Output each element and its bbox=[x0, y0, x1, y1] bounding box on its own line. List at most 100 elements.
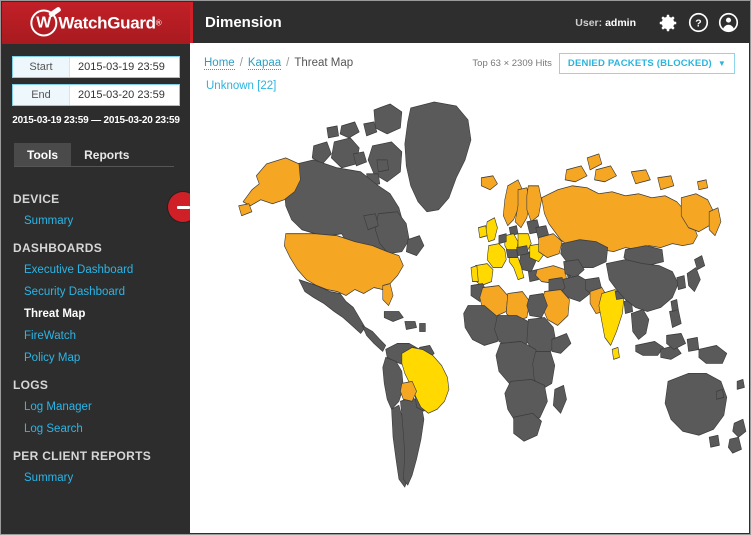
map-country[interactable]: Russia bbox=[541, 185, 698, 253]
map-country[interactable]: Novaya bbox=[586, 153, 603, 171]
map-country[interactable]: Arctic sm4 bbox=[353, 151, 367, 167]
breadcrumb-home[interactable]: Home bbox=[204, 56, 235, 70]
threat-map[interactable]: GreenlandEllesmereBaffinVictoria IsBanks… bbox=[190, 94, 749, 533]
map-country[interactable]: Alaska bbox=[242, 157, 301, 207]
end-date-value[interactable]: 2015-03-20 23:59 bbox=[70, 85, 179, 105]
map-country[interactable]: Japan bbox=[686, 267, 701, 292]
map-country[interactable]: Libya bbox=[505, 291, 531, 322]
map-country[interactable]: Arctic sm3 bbox=[326, 125, 339, 139]
map-country[interactable]: Russia-n2 bbox=[594, 165, 617, 183]
map-country[interactable]: USA bbox=[283, 233, 404, 296]
map-country[interactable]: Hispaniola bbox=[404, 321, 417, 330]
map-country[interactable]: Borneo bbox=[666, 333, 686, 350]
map-country[interactable]: Portugal bbox=[470, 265, 479, 282]
map-country[interactable]: Wrangel bbox=[697, 179, 708, 191]
map-country[interactable]: Sulawesi bbox=[686, 337, 700, 352]
map-country[interactable]: Taiwan bbox=[670, 299, 679, 312]
map-country[interactable]: Arctic sm5 bbox=[376, 159, 389, 173]
sidebar-item-log-manager[interactable]: Log Manager bbox=[24, 401, 92, 413]
map-country[interactable]: China bbox=[605, 259, 679, 312]
map-country[interactable]: Brazil bbox=[401, 347, 450, 414]
start-date-value[interactable]: 2015-03-19 23:59 bbox=[70, 57, 179, 77]
sidebar-item-executive-dashboard[interactable]: Executive Dashboard bbox=[24, 264, 134, 276]
map-country[interactable]: NZ-n bbox=[732, 418, 747, 438]
map-country[interactable]: Ukraine bbox=[538, 233, 563, 259]
map-country[interactable]: NewGuinea bbox=[698, 345, 728, 364]
map-country[interactable]: EastAfrica bbox=[532, 351, 556, 390]
map-country[interactable]: Madagascar bbox=[553, 384, 567, 414]
map-country[interactable]: Mexico bbox=[298, 279, 366, 334]
map-country[interactable]: Philippines bbox=[669, 309, 682, 328]
map-country[interactable]: Labrador-lk bbox=[363, 213, 379, 231]
map-country[interactable]: Tasmania bbox=[708, 434, 720, 448]
unknown-count-link[interactable]: Unknown [22] bbox=[206, 80, 277, 92]
map-country[interactable]: Ellesmere bbox=[373, 103, 403, 135]
map-country[interactable]: Benelux bbox=[498, 233, 507, 245]
map-country[interactable]: Aleutian bbox=[238, 203, 253, 217]
end-date-field[interactable]: End 2015-03-20 23:59 bbox=[12, 84, 180, 106]
map-country[interactable]: Victoria Is bbox=[330, 137, 360, 169]
map-country[interactable]: HornOfAfrica bbox=[551, 333, 572, 354]
map-country[interactable]: Cuba bbox=[383, 311, 404, 322]
map-country[interactable]: Russia-n3 bbox=[630, 169, 651, 185]
map-country[interactable]: Russia-n1 bbox=[564, 165, 588, 183]
sidebar-item-device-summary[interactable]: Summary bbox=[24, 215, 74, 227]
map-country[interactable]: Kamchatka bbox=[708, 207, 722, 237]
map-country[interactable]: SouthAfrica bbox=[513, 412, 542, 442]
map-country[interactable]: Iceland bbox=[480, 175, 498, 191]
map-country[interactable]: Arctic sm1 bbox=[339, 121, 360, 139]
map-country[interactable]: Egypt bbox=[526, 293, 548, 318]
map-country[interactable]: Russia-n4 bbox=[657, 175, 675, 191]
map-country[interactable]: Mongolia bbox=[623, 245, 664, 267]
end-date-label: End bbox=[13, 85, 70, 105]
map-country[interactable]: Canada-E bbox=[375, 211, 410, 255]
map-country[interactable]: Arctic sm2 bbox=[363, 121, 378, 137]
map-country[interactable]: Alps-CH-AT bbox=[505, 249, 519, 259]
sidebar-item-threat-map[interactable]: Threat Map bbox=[24, 308, 86, 320]
map-country[interactable]: Ireland bbox=[478, 225, 488, 239]
map-country[interactable]: SriLanka bbox=[611, 347, 620, 360]
sidebar-item-policy-map[interactable]: Policy Map bbox=[24, 352, 81, 364]
map-country[interactable]: Bolivia bbox=[400, 380, 417, 402]
filter-dropdown-button[interactable]: DENIED PACKETS (BLOCKED) ▼ bbox=[558, 52, 735, 74]
watchguard-logo[interactable]: W WatchGuard ® bbox=[30, 6, 162, 37]
world-map-svg[interactable]: GreenlandEllesmereBaffinVictoria IsBanks… bbox=[190, 94, 749, 533]
sidebar-item-firewatch[interactable]: FireWatch bbox=[24, 330, 76, 342]
map-country[interactable]: Norway bbox=[503, 179, 523, 227]
breadcrumb-kapaa[interactable]: Kapaa bbox=[247, 56, 282, 70]
map-country[interactable]: Greenland bbox=[404, 101, 472, 213]
map-country[interactable]: Argentina bbox=[400, 396, 425, 486]
map-country[interactable]: Uzbek-Turkm bbox=[563, 259, 585, 278]
map-country[interactable]: UK bbox=[485, 217, 498, 243]
sidebar-item-per-client-summary[interactable]: Summary bbox=[24, 472, 74, 484]
tab-reports[interactable]: Reports bbox=[84, 148, 130, 162]
map-country[interactable]: Finland bbox=[526, 185, 542, 223]
sidebar-collapse-button[interactable] bbox=[168, 192, 190, 222]
map-country[interactable]: SE Asia bbox=[630, 309, 650, 340]
map-country[interactable]: France bbox=[486, 243, 507, 269]
map-country[interactable]: WestAfrica bbox=[463, 305, 503, 346]
account-icon[interactable] bbox=[718, 12, 739, 33]
map-country[interactable]: CentralAm bbox=[361, 325, 386, 352]
map-country[interactable]: Banks Is bbox=[311, 141, 332, 165]
map-country[interactable]: Peru-Ecuador bbox=[382, 357, 404, 410]
sidebar-item-security-dashboard[interactable]: Security Dashboard bbox=[24, 286, 125, 298]
map-country[interactable]: NZ-s bbox=[727, 436, 742, 454]
start-date-field[interactable]: Start 2015-03-19 23:59 bbox=[12, 56, 180, 78]
map-country[interactable]: Czech-Hun bbox=[516, 245, 529, 257]
map-country[interactable]: Florida bbox=[382, 283, 394, 306]
sidebar-item-log-search[interactable]: Log Search bbox=[24, 423, 83, 435]
help-icon[interactable]: ? bbox=[688, 12, 709, 33]
map-country[interactable]: Sweden bbox=[514, 187, 531, 229]
map-country[interactable]: Korea bbox=[676, 275, 686, 290]
map-country[interactable]: Pacific-sm1 bbox=[736, 378, 745, 390]
map-country[interactable]: Malaysia-Indo1 bbox=[635, 341, 664, 356]
gear-icon[interactable] bbox=[657, 12, 679, 34]
map-country[interactable]: Japan-n bbox=[694, 255, 706, 270]
map-country[interactable]: Greece bbox=[528, 269, 539, 282]
tab-tools[interactable]: Tools bbox=[14, 143, 72, 166]
map-country[interactable]: Australia bbox=[664, 372, 728, 436]
map-country[interactable]: Pacific-sm2 bbox=[716, 388, 725, 400]
map-country[interactable]: Caribbean-sm bbox=[419, 323, 426, 332]
map-country[interactable]: Newfoundland bbox=[405, 235, 425, 257]
